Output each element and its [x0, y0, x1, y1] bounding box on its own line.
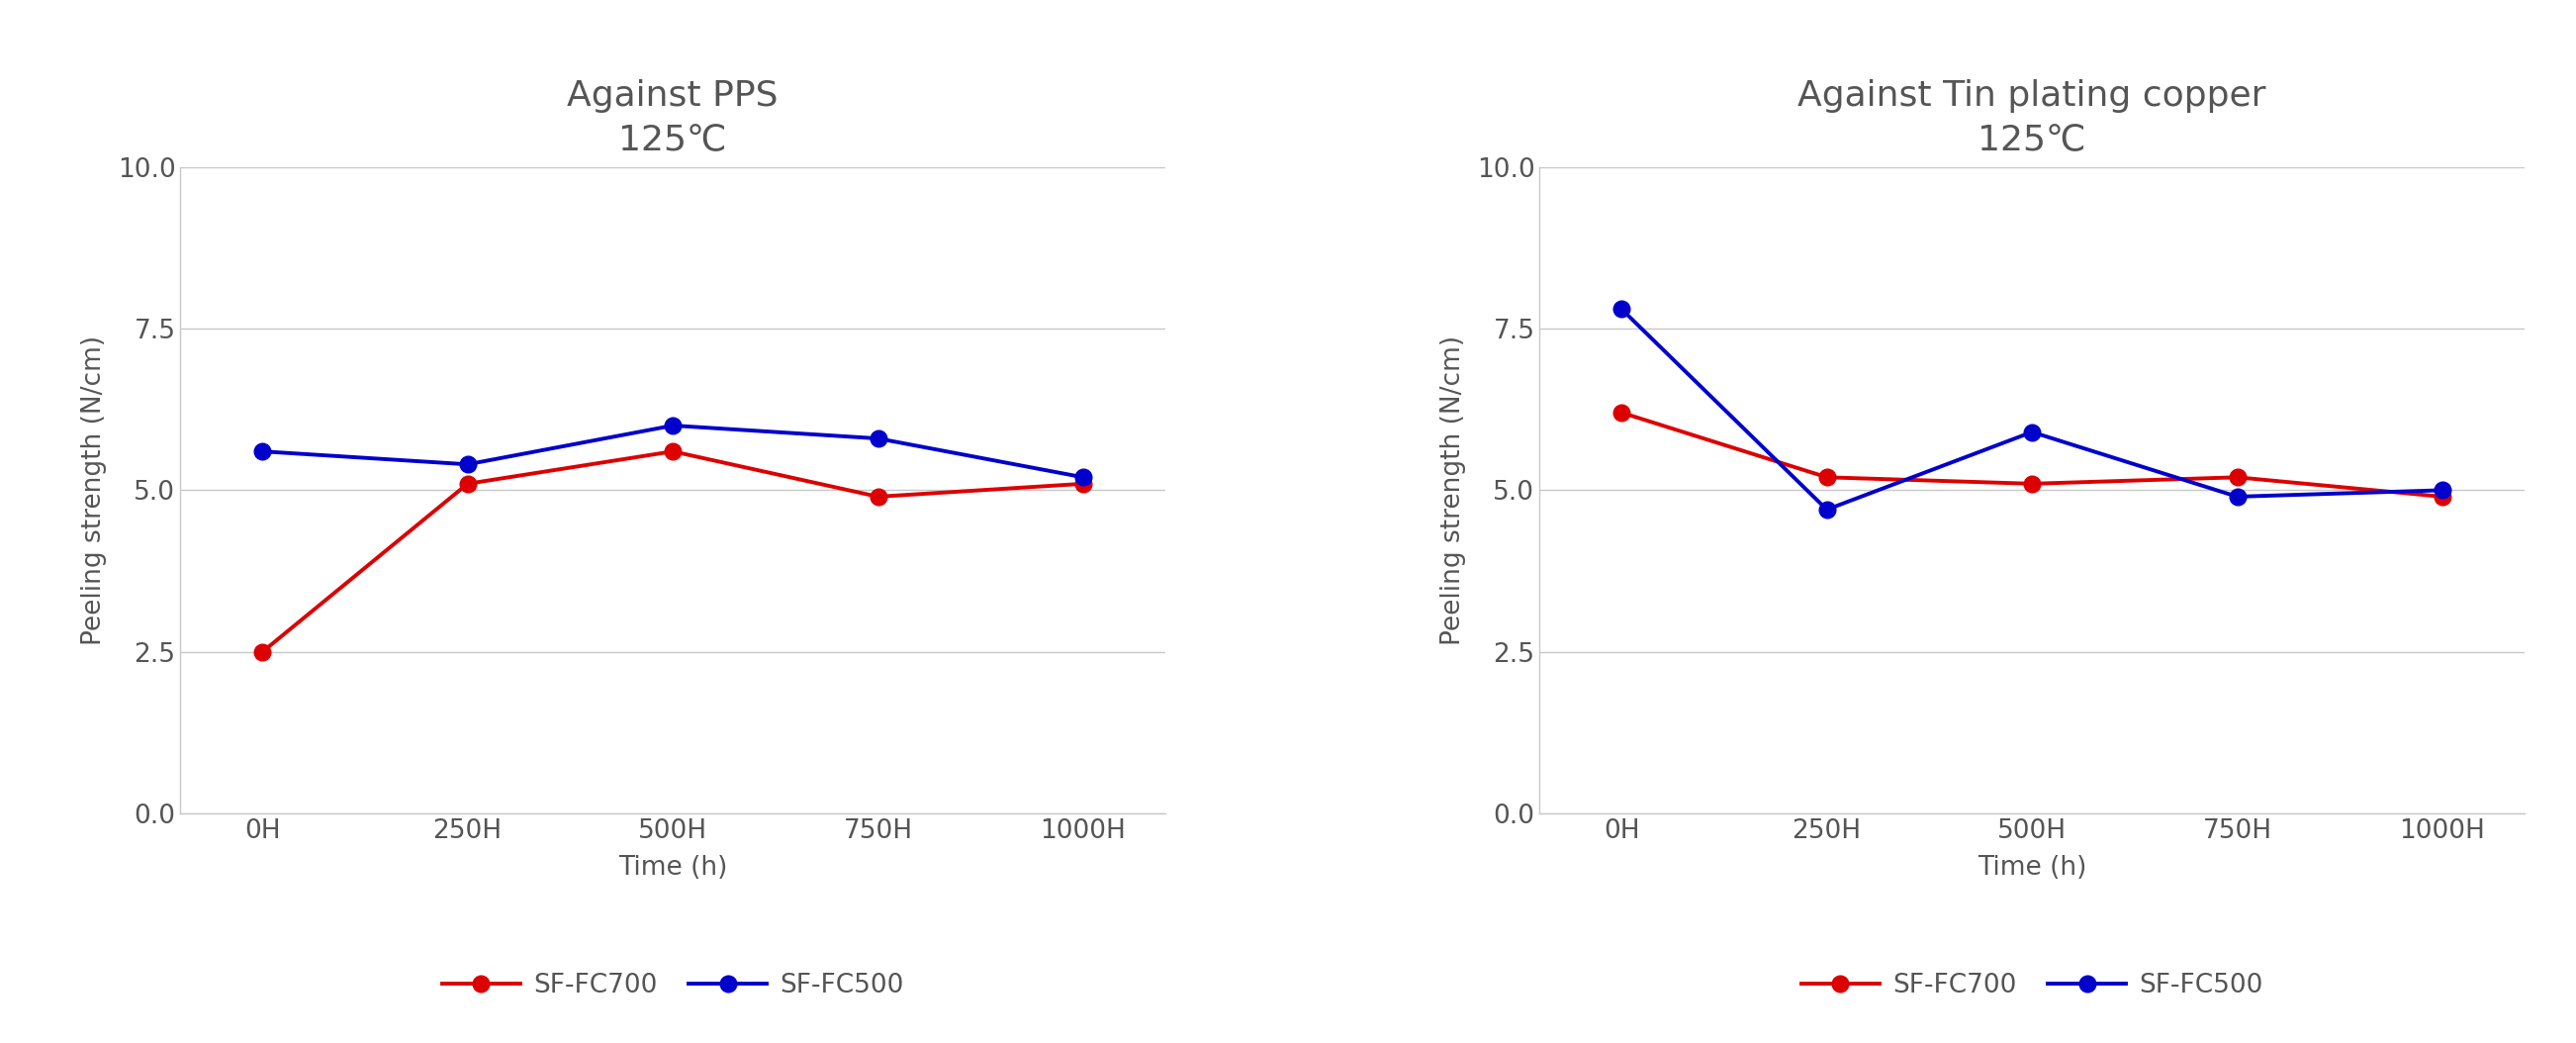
Y-axis label: Peeling strength (N/cm): Peeling strength (N/cm): [80, 335, 106, 646]
X-axis label: Time (h): Time (h): [1978, 855, 2087, 880]
Legend: SF-FC700, SF-FC500: SF-FC700, SF-FC500: [430, 963, 914, 1009]
Title: Against Tin plating copper
125℃: Against Tin plating copper 125℃: [1798, 79, 2267, 157]
Title: Against PPS
125℃: Against PPS 125℃: [567, 79, 778, 157]
Legend: SF-FC700, SF-FC500: SF-FC700, SF-FC500: [1790, 963, 2275, 1009]
Y-axis label: Peeling strength (N/cm): Peeling strength (N/cm): [1440, 335, 1466, 646]
X-axis label: Time (h): Time (h): [618, 855, 726, 880]
